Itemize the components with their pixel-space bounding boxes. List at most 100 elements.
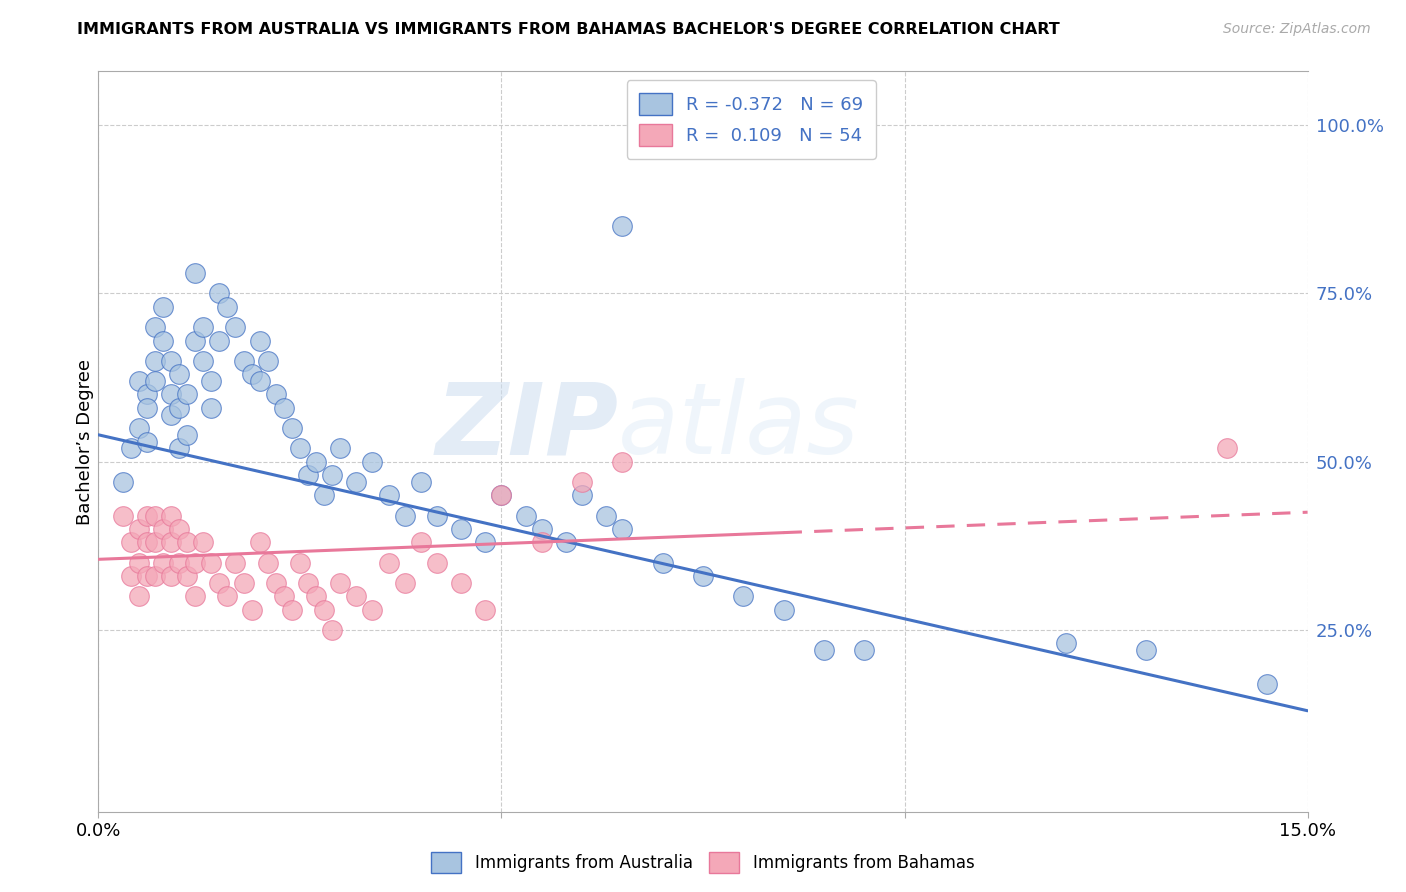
- Point: [555, 535, 578, 549]
- Point: [450, 575, 472, 590]
- Point: [595, 508, 617, 523]
- Point: [491, 488, 513, 502]
- Text: atlas: atlas: [619, 378, 860, 475]
- Point: [321, 468, 343, 483]
- Point: [167, 442, 190, 456]
- Point: [160, 353, 183, 368]
- Point: [772, 603, 794, 617]
- Point: [273, 401, 295, 415]
- Point: [143, 508, 166, 523]
- Point: [651, 556, 673, 570]
- Point: [394, 508, 416, 523]
- Point: [160, 535, 183, 549]
- Point: [305, 590, 328, 604]
- Point: [297, 575, 319, 590]
- Point: [1054, 636, 1077, 650]
- Point: [217, 590, 239, 604]
- Point: [135, 569, 157, 583]
- Point: [264, 575, 287, 590]
- Point: [240, 368, 263, 382]
- Point: [176, 427, 198, 442]
- Point: [160, 569, 183, 583]
- Point: [152, 522, 174, 536]
- Point: [1135, 643, 1157, 657]
- Point: [152, 300, 174, 314]
- Point: [128, 374, 150, 388]
- Point: [474, 535, 496, 549]
- Point: [232, 353, 254, 368]
- Point: [193, 535, 215, 549]
- Point: [184, 590, 207, 604]
- Point: [135, 401, 157, 415]
- Point: [160, 408, 183, 422]
- Point: [344, 475, 367, 489]
- Point: [450, 522, 472, 536]
- Point: [515, 508, 537, 523]
- Point: [612, 522, 634, 536]
- Point: [167, 368, 190, 382]
- Point: [297, 468, 319, 483]
- Point: [321, 623, 343, 637]
- Point: [200, 374, 222, 388]
- Point: [176, 387, 198, 401]
- Point: [281, 421, 304, 435]
- Point: [530, 535, 553, 549]
- Point: [813, 643, 835, 657]
- Point: [530, 522, 553, 536]
- Point: [193, 320, 215, 334]
- Point: [143, 535, 166, 549]
- Point: [143, 374, 166, 388]
- Point: [208, 286, 231, 301]
- Point: [120, 442, 142, 456]
- Point: [409, 475, 432, 489]
- Point: [361, 455, 384, 469]
- Point: [474, 603, 496, 617]
- Point: [120, 535, 142, 549]
- Point: [200, 556, 222, 570]
- Point: [135, 508, 157, 523]
- Point: [128, 556, 150, 570]
- Point: [240, 603, 263, 617]
- Point: [135, 535, 157, 549]
- Point: [217, 300, 239, 314]
- Point: [409, 535, 432, 549]
- Point: [128, 421, 150, 435]
- Point: [377, 556, 399, 570]
- Point: [167, 522, 190, 536]
- Point: [329, 442, 352, 456]
- Point: [329, 575, 352, 590]
- Point: [176, 569, 198, 583]
- Point: [111, 475, 134, 489]
- Point: [167, 556, 190, 570]
- Point: [853, 643, 876, 657]
- Point: [120, 569, 142, 583]
- Point: [249, 334, 271, 348]
- Point: [128, 590, 150, 604]
- Point: [264, 387, 287, 401]
- Point: [249, 374, 271, 388]
- Point: [273, 590, 295, 604]
- Point: [256, 353, 278, 368]
- Point: [426, 508, 449, 523]
- Point: [160, 508, 183, 523]
- Point: [314, 488, 336, 502]
- Text: IMMIGRANTS FROM AUSTRALIA VS IMMIGRANTS FROM BAHAMAS BACHELOR'S DEGREE CORRELATI: IMMIGRANTS FROM AUSTRALIA VS IMMIGRANTS …: [77, 22, 1060, 37]
- Point: [1256, 677, 1278, 691]
- Point: [152, 334, 174, 348]
- Point: [128, 522, 150, 536]
- Point: [224, 320, 246, 334]
- Point: [135, 387, 157, 401]
- Point: [344, 590, 367, 604]
- Point: [193, 353, 215, 368]
- Point: [111, 508, 134, 523]
- Point: [232, 575, 254, 590]
- Point: [305, 455, 328, 469]
- Point: [160, 387, 183, 401]
- Point: [184, 334, 207, 348]
- Point: [692, 569, 714, 583]
- Point: [612, 455, 634, 469]
- Point: [208, 334, 231, 348]
- Point: [394, 575, 416, 590]
- Point: [426, 556, 449, 570]
- Point: [184, 266, 207, 280]
